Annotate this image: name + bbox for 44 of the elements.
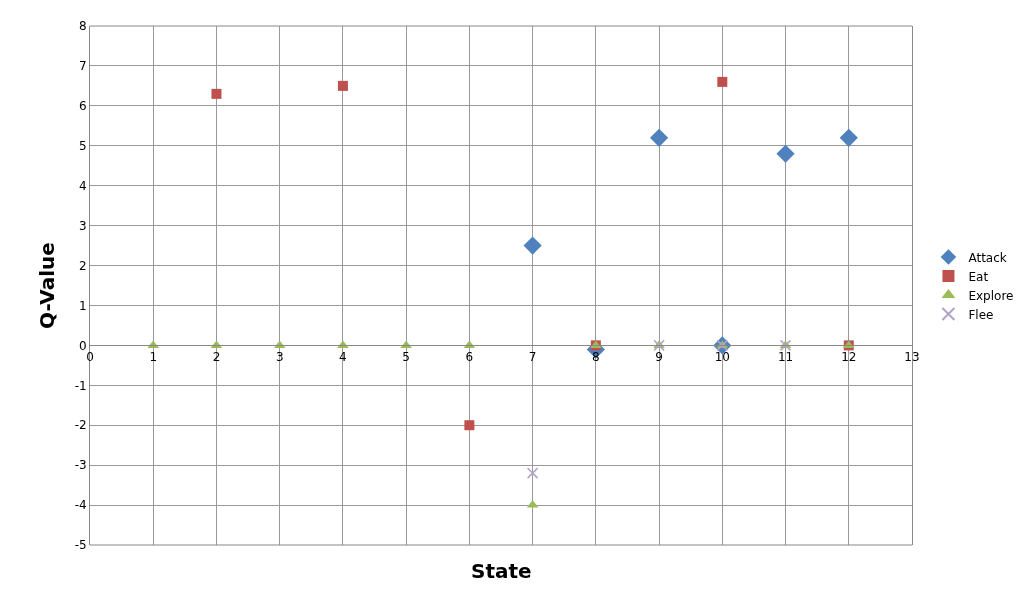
x-tick-label: 10 [714, 349, 730, 364]
y-tick-label: -4 [74, 498, 87, 513]
legend-label: Flee [968, 307, 994, 322]
x-tick-label: 1 [149, 349, 158, 364]
x-tick-label: 12 [841, 349, 857, 364]
x-tick-label: 9 [655, 349, 663, 364]
y-tick-label: 3 [78, 218, 87, 233]
x-tick-label: 6 [465, 349, 474, 364]
point [776, 144, 795, 163]
x-axis-title: State [471, 559, 532, 583]
x-tick-label: 8 [592, 349, 600, 364]
legend-label: Eat [968, 269, 989, 284]
point [653, 339, 665, 352]
x-tick-label: 2 [212, 349, 221, 364]
point [839, 128, 858, 147]
x-tick-label: 13 [904, 349, 920, 364]
point [211, 88, 222, 99]
point [526, 467, 539, 479]
y-tick-label: -1 [74, 378, 87, 393]
y-tick-label: -3 [74, 458, 87, 473]
y-tick-label: 0 [78, 338, 87, 353]
y-tick-label: 1 [78, 298, 87, 313]
point [337, 80, 348, 91]
point [717, 76, 728, 87]
point [523, 236, 542, 255]
x-tick-label: 4 [339, 349, 347, 364]
y-tick-label: 6 [78, 99, 87, 114]
y-tick-label: 5 [78, 138, 87, 153]
y-axis-title: Q-Value [35, 242, 60, 329]
x-tick-label: 11 [777, 349, 794, 364]
y-tick-label: 8 [78, 19, 87, 34]
legend-label: Attack [968, 250, 1007, 265]
y-tick-label: 4 [78, 178, 87, 193]
point [649, 128, 669, 147]
y-tick-label: 2 [78, 258, 87, 273]
y-tick-label: 7 [78, 59, 87, 74]
x-tick-label: 5 [402, 349, 410, 364]
point [464, 420, 475, 431]
legend-label: Explore [968, 288, 1014, 303]
y-tick-label: -5 [74, 538, 87, 553]
x-tick-label: 3 [275, 349, 284, 364]
point [779, 339, 792, 352]
x-tick-label: 7 [528, 349, 537, 364]
y-tick-label: -2 [74, 418, 87, 433]
